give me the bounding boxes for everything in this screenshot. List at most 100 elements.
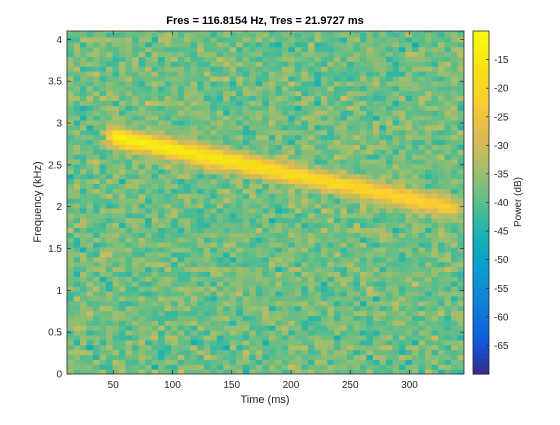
heatmap-cell [281, 354, 289, 360]
colorbar-segment [473, 79, 489, 86]
heatmap-cell [99, 66, 107, 72]
heatmap-cell [307, 31, 315, 38]
heatmap-cell [93, 217, 101, 224]
heatmap-cell [405, 115, 413, 121]
heatmap-cell [242, 139, 250, 145]
heatmap-cell [112, 290, 120, 297]
heatmap-cell [73, 295, 81, 302]
heatmap-cell [451, 66, 459, 72]
heatmap-cell [457, 193, 464, 199]
heatmap-cell [164, 217, 172, 224]
heatmap-cell [327, 163, 335, 170]
heatmap-cell [210, 349, 218, 356]
heatmap-cell [392, 66, 400, 72]
heatmap-cell [106, 276, 114, 282]
heatmap-cell [190, 286, 198, 292]
heatmap-cell [444, 349, 452, 356]
heatmap-cell [320, 237, 328, 243]
heatmap-cell [438, 202, 446, 209]
heatmap-cell [399, 71, 407, 77]
heatmap-cell [99, 246, 107, 253]
heatmap-cell [145, 310, 153, 316]
heatmap-cell [385, 149, 394, 155]
heatmap-cell [229, 246, 237, 253]
heatmap-cell [399, 51, 407, 57]
heatmap-cell [151, 334, 159, 341]
colorbar-segment [473, 218, 489, 225]
heatmap-cell [385, 144, 394, 150]
heatmap-cell [190, 232, 198, 238]
heatmap-cell [275, 100, 283, 106]
heatmap-cell [431, 119, 439, 126]
heatmap-cell [210, 144, 218, 150]
heatmap-cell [275, 115, 283, 121]
heatmap-cell [320, 261, 328, 268]
heatmap-cell [431, 334, 439, 341]
heatmap-cell [112, 85, 120, 92]
heatmap-cell [412, 349, 420, 356]
heatmap-cell [327, 232, 335, 238]
heatmap-cell [340, 66, 348, 72]
heatmap-cell [67, 315, 75, 321]
heatmap-cell [262, 212, 270, 219]
heatmap-cell [359, 295, 368, 302]
heatmap-cell [190, 139, 198, 145]
heatmap-cell [132, 36, 140, 43]
heatmap-cell [86, 183, 94, 189]
heatmap-cell [327, 95, 335, 101]
heatmap-cell [262, 173, 270, 180]
heatmap-cell [346, 129, 355, 136]
heatmap-cell [333, 31, 342, 38]
heatmap-cell [73, 344, 81, 351]
colorbar-segment [473, 368, 489, 375]
heatmap-cell [385, 105, 394, 111]
heatmap-cell [392, 325, 400, 331]
heatmap-cell [327, 237, 335, 243]
heatmap-cell [236, 266, 244, 272]
heatmap-cell [132, 334, 140, 341]
heatmap-cell [255, 61, 263, 67]
heatmap-cell [255, 320, 263, 326]
heatmap-cell [320, 295, 328, 302]
heatmap-cell [340, 261, 348, 268]
heatmap-cell [438, 276, 446, 282]
heatmap-cell [216, 71, 224, 77]
heatmap-cell [138, 295, 146, 302]
heatmap-cell [412, 266, 420, 272]
heatmap-cell [359, 124, 368, 131]
heatmap-cell [177, 188, 185, 194]
heatmap-cell [366, 334, 374, 341]
heatmap-cell [203, 168, 211, 175]
heatmap-cell [340, 300, 348, 307]
heatmap-cell [210, 110, 218, 116]
heatmap-cell [399, 95, 407, 101]
heatmap-cell [145, 124, 153, 131]
heatmap-cell [223, 119, 231, 126]
heatmap-cell [314, 325, 322, 331]
heatmap-cell [353, 100, 361, 106]
heatmap-cell [425, 193, 433, 199]
heatmap-cell [281, 75, 289, 82]
heatmap-cell [275, 36, 283, 43]
heatmap-cell [93, 364, 101, 370]
heatmap-cell [93, 295, 101, 302]
heatmap-cell [236, 36, 244, 43]
heatmap-cell [255, 334, 263, 341]
heatmap-cell [145, 295, 153, 302]
heatmap-cell [125, 242, 133, 248]
heatmap-cell [320, 46, 328, 53]
heatmap-cell [210, 242, 218, 248]
heatmap-cell [73, 119, 81, 126]
heatmap-cell [210, 95, 218, 101]
heatmap-cell [431, 246, 439, 253]
heatmap-cell [145, 115, 153, 121]
heatmap-cell [119, 202, 127, 209]
heatmap-cell [99, 315, 107, 321]
heatmap-cell [203, 344, 211, 351]
heatmap-cell [190, 212, 198, 219]
heatmap-cell [236, 115, 244, 121]
heatmap-cell [366, 325, 374, 331]
heatmap-cell [223, 334, 231, 341]
heatmap-cell [138, 271, 146, 277]
heatmap-cell [255, 344, 263, 351]
